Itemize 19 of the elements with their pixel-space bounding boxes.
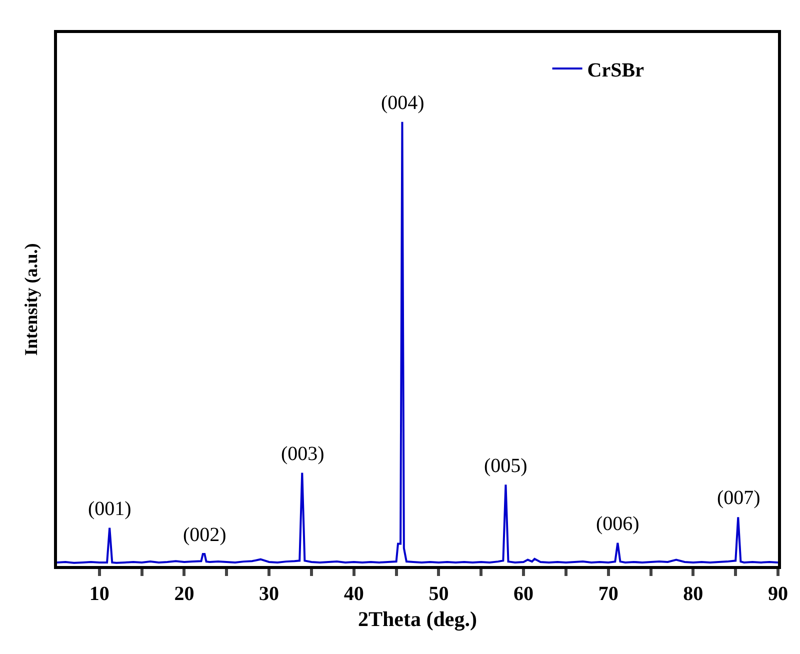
annotation: (007)	[717, 487, 760, 509]
y-axis-title: Intensity (a.u.)	[21, 243, 42, 356]
x-axis-title: 2Theta (deg.)	[358, 607, 477, 632]
legend-label: CrSBr	[587, 59, 644, 82]
annotation: (005)	[484, 455, 528, 477]
x-tick-label: 90	[768, 583, 788, 605]
annotation: (002)	[183, 524, 226, 546]
x-tick-label: 60	[514, 583, 534, 605]
annotation: (006)	[596, 513, 640, 535]
x-tick-label: 40	[344, 583, 364, 605]
annotation: (004)	[381, 92, 424, 114]
annotation: (001)	[88, 498, 132, 520]
x-tick-label: 50	[428, 583, 449, 605]
annotation: (003)	[281, 443, 324, 465]
x-tick-label: 20	[174, 583, 194, 605]
x-tick-label: 30	[259, 583, 280, 605]
x-tick-label: 80	[683, 583, 704, 605]
x-tick-label: 70	[598, 583, 618, 605]
x-tick-label: 10	[89, 583, 110, 605]
